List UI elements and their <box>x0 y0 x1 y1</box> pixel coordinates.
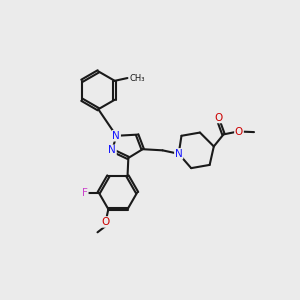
Text: N: N <box>175 149 183 159</box>
Text: O: O <box>101 217 110 227</box>
Text: O: O <box>214 112 223 122</box>
Text: O: O <box>235 127 243 136</box>
Text: CH₃: CH₃ <box>129 74 145 82</box>
Text: N: N <box>112 131 120 141</box>
Text: N: N <box>108 145 116 155</box>
Text: F: F <box>82 188 88 198</box>
